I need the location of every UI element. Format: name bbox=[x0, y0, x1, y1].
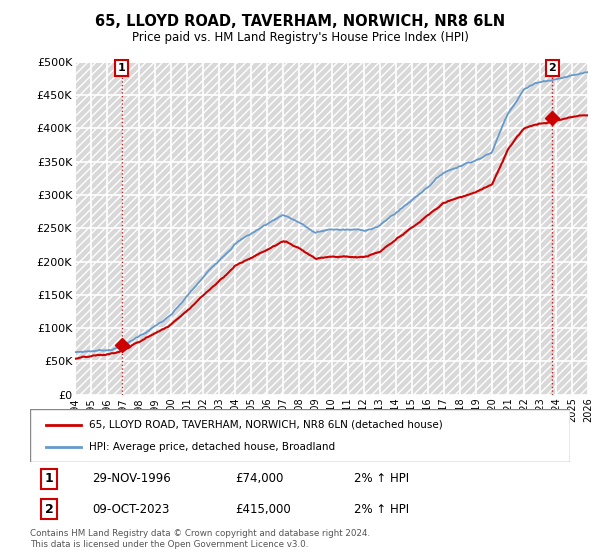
FancyBboxPatch shape bbox=[30, 409, 570, 462]
Text: 1: 1 bbox=[44, 473, 53, 486]
Text: Contains HM Land Registry data © Crown copyright and database right 2024.
This d: Contains HM Land Registry data © Crown c… bbox=[30, 529, 370, 549]
Text: HPI: Average price, detached house, Broadland: HPI: Average price, detached house, Broa… bbox=[89, 442, 335, 452]
Text: Price paid vs. HM Land Registry's House Price Index (HPI): Price paid vs. HM Land Registry's House … bbox=[131, 31, 469, 44]
Text: 2% ↑ HPI: 2% ↑ HPI bbox=[354, 473, 409, 486]
Text: 2% ↑ HPI: 2% ↑ HPI bbox=[354, 503, 409, 516]
Text: 2: 2 bbox=[548, 63, 556, 73]
Text: 29-NOV-1996: 29-NOV-1996 bbox=[92, 473, 171, 486]
Text: 09-OCT-2023: 09-OCT-2023 bbox=[92, 503, 169, 516]
Text: 65, LLOYD ROAD, TAVERHAM, NORWICH, NR8 6LN: 65, LLOYD ROAD, TAVERHAM, NORWICH, NR8 6… bbox=[95, 14, 505, 29]
Text: £415,000: £415,000 bbox=[235, 503, 291, 516]
Text: 1: 1 bbox=[118, 63, 125, 73]
Text: £74,000: £74,000 bbox=[235, 473, 284, 486]
Text: 2: 2 bbox=[44, 503, 53, 516]
Text: 65, LLOYD ROAD, TAVERHAM, NORWICH, NR8 6LN (detached house): 65, LLOYD ROAD, TAVERHAM, NORWICH, NR8 6… bbox=[89, 420, 443, 430]
